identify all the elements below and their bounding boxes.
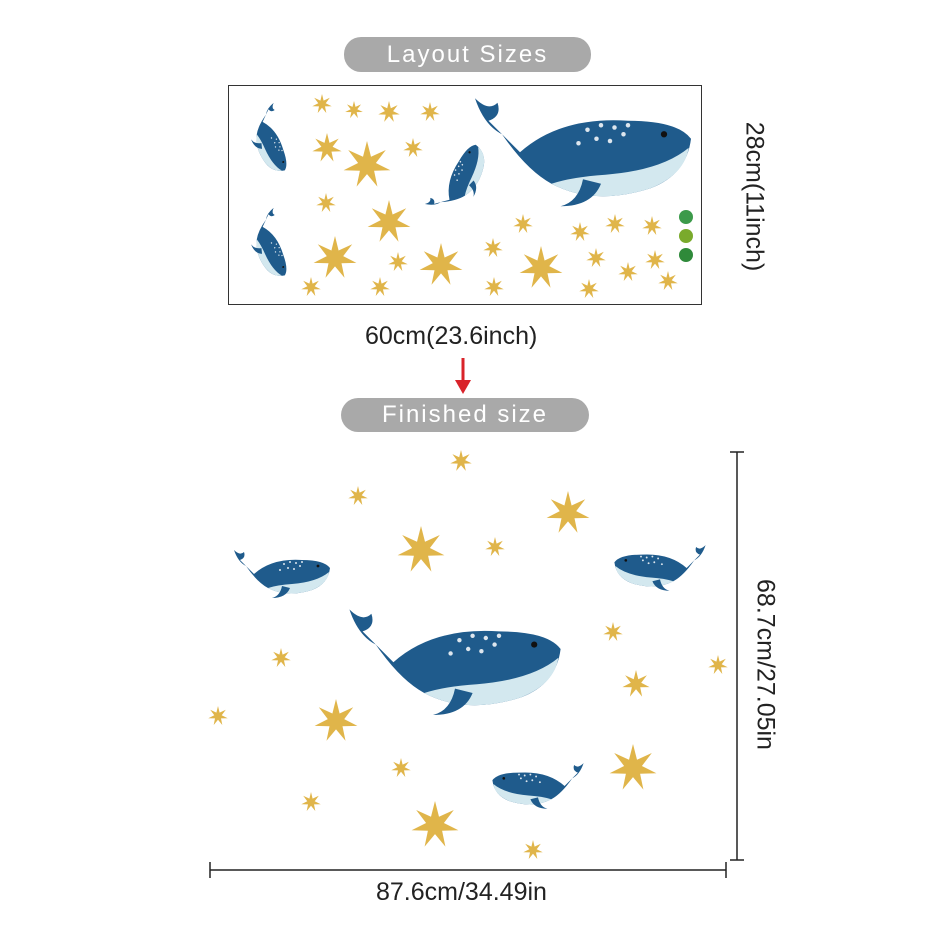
layout-sizes-label: Layout Sizes [344,37,591,72]
star-sticker [605,214,625,233]
star-sticker [513,214,533,233]
star-sticker [343,141,391,187]
sheet-width-label: 60cm(23.6inch) [365,322,538,350]
star-sticker [570,222,590,241]
star-sticker [546,491,590,533]
star-sticker [523,840,543,859]
star-sticker [312,94,332,113]
sheet-icons [679,210,693,262]
star-sticker [378,101,400,122]
star-sticker [622,670,650,697]
star-sticker [645,250,665,269]
whale-sticker [251,207,287,276]
star-sticker [301,277,321,296]
whale-sticker [475,98,691,207]
whale-sticker [251,102,287,171]
star-sticker [642,216,662,235]
star-sticker [345,101,363,119]
star-sticker [370,277,390,296]
star-sticker [411,801,459,847]
star-sticker [519,246,563,288]
star-sticker [313,236,357,278]
star-sticker [316,193,336,212]
finished-size-label: Finished size [341,398,589,432]
whale-sticker [349,609,561,715]
width-dimension-line [209,862,727,878]
star-sticker [419,243,463,285]
star-sticker [485,537,505,556]
star-sticker [388,252,408,271]
star-sticker [312,133,342,162]
star-sticker [708,655,728,674]
star-sticker [367,200,411,242]
star-sticker [484,277,504,296]
star-sticker [450,450,472,471]
star-sticker [397,526,445,572]
star-sticker [391,758,411,777]
finished-width-label: 87.6cm/34.49in [376,878,547,906]
whale-sticker [424,144,485,205]
star-sticker [403,138,423,157]
star-sticker [483,238,503,257]
height-dimension-line [730,451,744,861]
down-arrow-icon [455,358,471,394]
star-sticker [603,622,623,641]
star-sticker [658,271,678,290]
star-sticker [618,262,638,281]
star-sticker [579,279,599,298]
star-sticker [609,744,657,790]
star-sticker [586,248,606,267]
star-sticker [208,706,228,725]
whale-sticker [492,763,584,809]
star-sticker [301,792,321,811]
whale-sticker [234,550,330,598]
star-sticker [271,648,291,667]
whale-sticker [614,545,706,591]
star-sticker [314,699,358,741]
star-sticker [348,486,368,505]
star-sticker [420,102,440,121]
